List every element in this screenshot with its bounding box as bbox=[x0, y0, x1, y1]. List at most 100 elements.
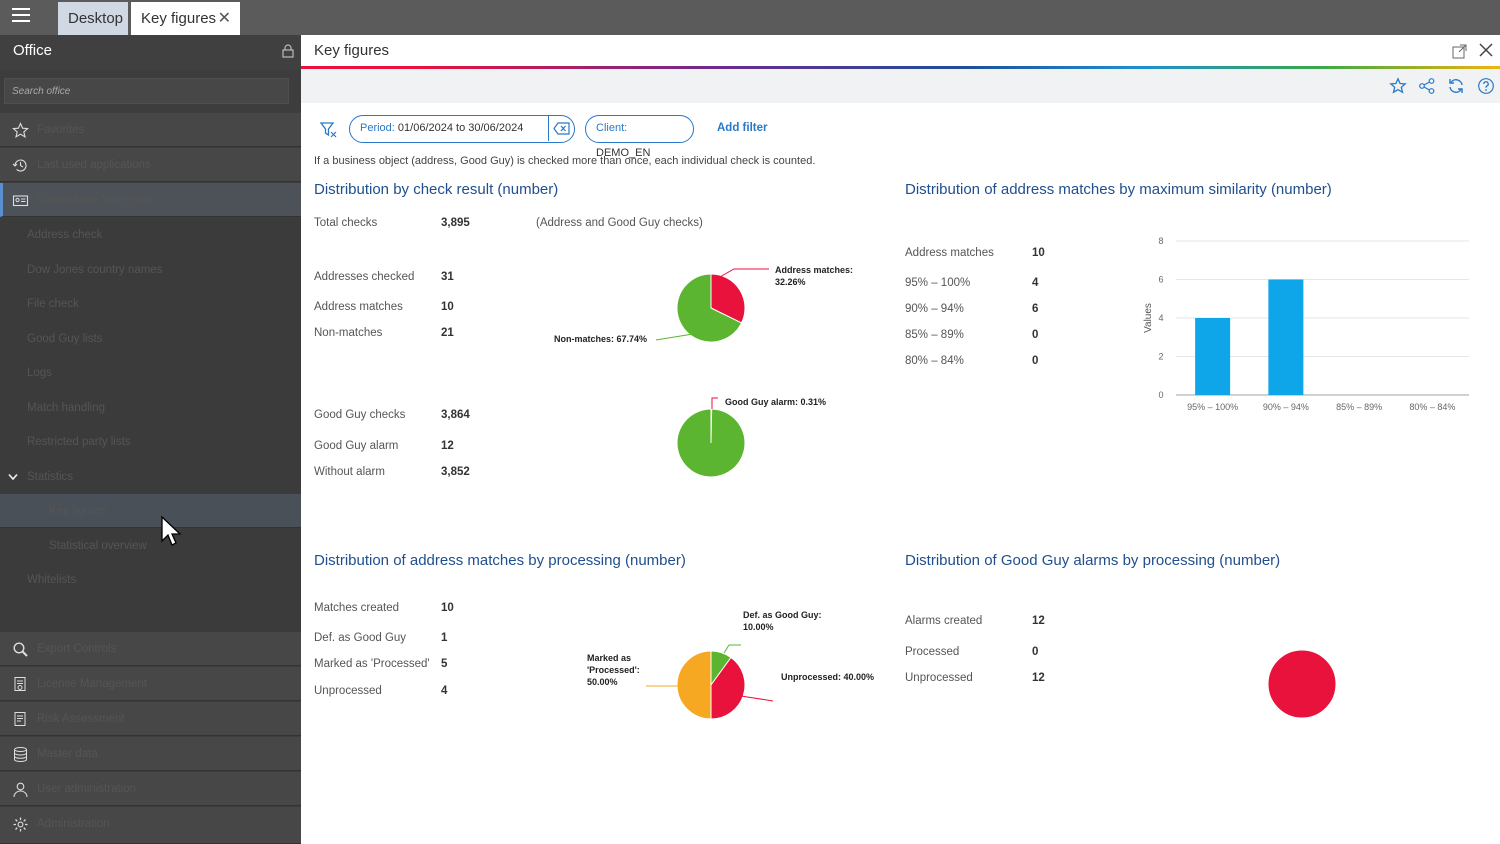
sidebar-item-address-check[interactable]: Address check bbox=[0, 218, 301, 252]
sidebar-item-favorites[interactable]: Favorites bbox=[0, 113, 301, 147]
sidebar-header: Office bbox=[0, 35, 301, 70]
sidebar-title: Office bbox=[13, 42, 52, 59]
section-title-processing: Distribution of address matches by proce… bbox=[314, 552, 686, 569]
stat-value: 21 bbox=[441, 327, 454, 339]
open-external-icon[interactable] bbox=[1452, 44, 1467, 59]
sidebar-item-file-check[interactable]: File check bbox=[0, 287, 301, 321]
filter-icon[interactable] bbox=[319, 120, 338, 139]
gear-icon bbox=[13, 817, 28, 832]
sidebar-item-user-administration[interactable]: User administration bbox=[0, 772, 301, 806]
sidebar-item-label: Favorites bbox=[37, 124, 85, 136]
tab-desktop-label: Desktop bbox=[68, 10, 124, 27]
period-filter-chip[interactable]: Period: 01/06/2024 to 30/06/2024 bbox=[349, 115, 575, 143]
total-checks-note: (Address and Good Guy checks) bbox=[536, 217, 703, 229]
stat-label: 80% – 84% bbox=[905, 355, 964, 367]
pie-slice-unprocessed bbox=[1267, 649, 1337, 719]
sidebar: Office Favorites Last used applications … bbox=[0, 35, 301, 844]
sidebar-item-whitelists[interactable]: Whitelists bbox=[0, 563, 301, 632]
sidebar-item-match-handling[interactable]: Match handling bbox=[0, 391, 301, 425]
pie-chart-processing bbox=[676, 650, 746, 720]
x-tick-label: 95% – 100% bbox=[1187, 402, 1238, 412]
pie-label-def-pct: 10.00% bbox=[743, 622, 774, 632]
y-tick-label: 0 bbox=[1158, 390, 1163, 400]
sidebar-item-restricted-party-lists[interactable]: Restricted party lists bbox=[0, 425, 301, 459]
sidebar-item-label: Match handling bbox=[27, 402, 105, 414]
sidebar-item-good-guy-lists[interactable]: Good Guy lists bbox=[0, 322, 301, 356]
magnifier-icon bbox=[13, 642, 28, 657]
y-tick-label: 2 bbox=[1158, 352, 1163, 362]
search-office-input[interactable] bbox=[5, 79, 288, 103]
add-filter-link[interactable]: Add filter bbox=[717, 122, 768, 134]
pie-slice-without-alarm bbox=[676, 408, 746, 478]
stat-value: 12 bbox=[1032, 672, 1045, 684]
sidebar-item-statistics[interactable]: Statistics bbox=[0, 460, 301, 494]
pie-label-non-matches: Non-matches: 67.74% bbox=[554, 334, 648, 344]
pie-leader-line-alarm bbox=[711, 397, 718, 409]
stat-value: 3,852 bbox=[441, 466, 470, 478]
backspace-icon bbox=[553, 122, 570, 135]
clear-filter-button[interactable] bbox=[548, 116, 574, 141]
stat-label: 95% – 100% bbox=[905, 277, 971, 289]
tab-key-figures-label: Key figures bbox=[141, 10, 217, 27]
help-icon[interactable] bbox=[1477, 77, 1495, 95]
sidebar-item-label: Last used applications bbox=[37, 159, 151, 171]
y-tick-label: 8 bbox=[1158, 236, 1163, 246]
sidebar-item-export-controls[interactable]: Export Controls bbox=[0, 632, 301, 666]
chevron-down-icon bbox=[8, 473, 18, 481]
stat-label: Processed bbox=[905, 646, 960, 658]
stat-value: 0 bbox=[1032, 329, 1039, 341]
hamburger-menu-icon[interactable] bbox=[12, 8, 30, 26]
sidebar-item-compliance-screening[interactable]: Compliance Screening bbox=[0, 183, 301, 217]
stat-label: Good Guy checks bbox=[314, 409, 406, 421]
client-filter-chip[interactable]: Client: DEMO_EN bbox=[585, 115, 694, 159]
share-icon[interactable] bbox=[1418, 77, 1436, 95]
sidebar-item-label: Restricted party lists bbox=[27, 436, 131, 448]
stat-value: 31 bbox=[441, 271, 454, 283]
stat-label: Unprocessed bbox=[905, 672, 973, 684]
pie-label-def: Def. as Good Guy: bbox=[743, 610, 822, 620]
lock-icon[interactable] bbox=[282, 44, 294, 58]
pie-leader-lines-processing bbox=[646, 644, 774, 702]
sidebar-item-last-used[interactable]: Last used applications bbox=[0, 148, 301, 182]
content-panel: Key figures Period: 01/06/2024 to 30/06/… bbox=[301, 35, 1500, 844]
main-area: Period: 01/06/2024 to 30/06/2024 Client:… bbox=[301, 103, 1500, 844]
sidebar-item-master-data[interactable]: Master data bbox=[0, 737, 301, 771]
sidebar-item-label: Dow Jones country names bbox=[27, 264, 163, 276]
tab-desktop[interactable]: Desktop bbox=[58, 2, 128, 35]
toolbar bbox=[301, 69, 1500, 103]
stat-value: 0 bbox=[1032, 646, 1039, 658]
close-icon[interactable] bbox=[1479, 43, 1493, 57]
star-icon[interactable] bbox=[1389, 77, 1407, 95]
sidebar-item-statistical-overview[interactable]: Statistical overview bbox=[0, 529, 301, 563]
content-header: Key figures bbox=[301, 35, 1500, 67]
sidebar-item-administration[interactable]: Administration bbox=[0, 807, 301, 844]
tab-key-figures[interactable]: Key figures ✕ bbox=[131, 2, 240, 35]
top-bar: Desktop Key figures ✕ bbox=[0, 0, 1500, 35]
pie-label-alarm: Good Guy alarm: 0.31% bbox=[725, 397, 827, 407]
close-tab-icon[interactable]: ✕ bbox=[217, 10, 231, 27]
pie-chart-good-guy bbox=[676, 408, 746, 478]
stat-value: 12 bbox=[1032, 615, 1045, 627]
sidebar-item-key-figures[interactable]: Key figures bbox=[0, 494, 301, 528]
stat-label: Without alarm bbox=[314, 466, 385, 478]
stat-label: Unprocessed bbox=[314, 685, 382, 697]
pie-chart-check-result bbox=[676, 273, 746, 343]
sidebar-item-label: Address check bbox=[27, 229, 103, 241]
stat-value: 4 bbox=[1032, 277, 1039, 289]
sidebar-item-license-management[interactable]: License Management bbox=[0, 667, 301, 701]
sidebar-item-label: File check bbox=[27, 298, 79, 310]
sidebar-item-label: Statistics bbox=[27, 471, 74, 483]
sidebar-item-label: Risk Assessment bbox=[37, 713, 125, 725]
rainbow-divider bbox=[301, 66, 1500, 69]
pie-slice-non-matches bbox=[676, 273, 743, 343]
y-axis-label: Values bbox=[1143, 303, 1154, 333]
total-checks-label: Total checks bbox=[314, 217, 378, 229]
stat-label: Address matches bbox=[314, 301, 403, 313]
sidebar-item-risk-assessment[interactable]: Risk Assessment bbox=[0, 702, 301, 736]
sidebar-item-dow-jones[interactable]: Dow Jones country names bbox=[0, 253, 301, 287]
sidebar-item-logs[interactable]: Logs bbox=[0, 356, 301, 390]
refresh-icon[interactable] bbox=[1447, 77, 1465, 95]
stat-value: 3,864 bbox=[441, 409, 470, 421]
user-icon bbox=[13, 782, 28, 798]
sidebar-item-label: Key figures bbox=[49, 505, 107, 517]
